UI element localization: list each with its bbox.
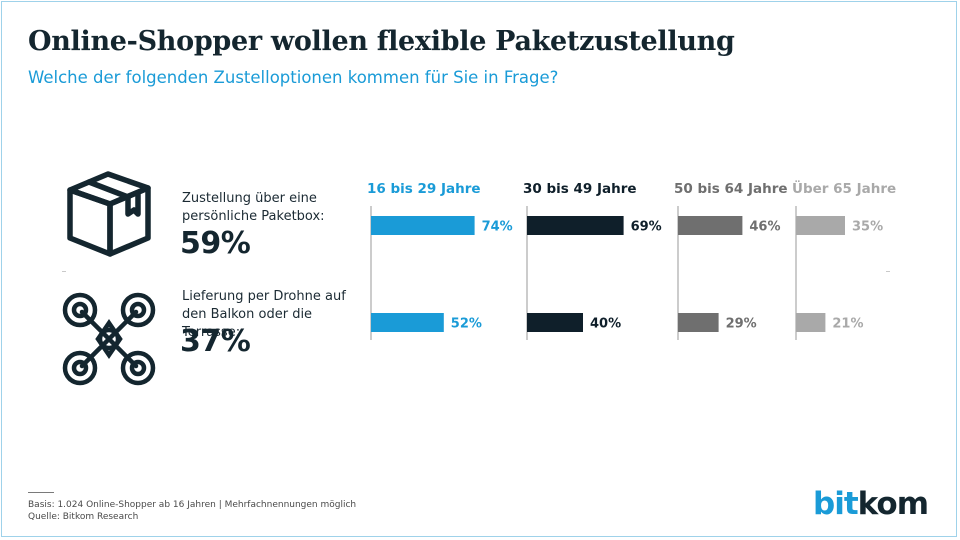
separator-dot bbox=[62, 271, 66, 272]
bitkom-logo: bitkom bbox=[813, 486, 929, 522]
series-header: 16 bis 29 Jahre bbox=[367, 181, 481, 197]
bar bbox=[527, 313, 583, 332]
bar-value-label: 21% bbox=[832, 317, 863, 332]
bar bbox=[678, 216, 743, 235]
category-label-line: Lieferung per Drohne auf bbox=[182, 289, 346, 304]
category-label-line: den Balkon oder die Terrasse: bbox=[182, 307, 313, 340]
separator-dot bbox=[886, 271, 890, 272]
logo-part-bit: bit bbox=[813, 486, 859, 522]
package-box-icon bbox=[67, 171, 151, 257]
bar bbox=[796, 313, 826, 332]
footer-source: Quelle: Bitkom Research bbox=[28, 512, 139, 522]
bar-value-label: 52% bbox=[451, 317, 482, 332]
category-label-line: Zustellung über eine bbox=[182, 191, 317, 206]
category-label-line: persönliche Paketbox: bbox=[182, 209, 325, 224]
series-header: 30 bis 49 Jahre bbox=[523, 181, 637, 197]
bar-value-label: 40% bbox=[590, 317, 621, 332]
page-title: Online-Shopper wollen flexible Paketzust… bbox=[28, 26, 735, 57]
logo-part-kom: kom bbox=[857, 486, 929, 522]
page-subtitle: Welche der folgenden Zustelloptionen kom… bbox=[28, 68, 559, 87]
category-total-drohne: 37% bbox=[180, 324, 251, 359]
category-label-drohne: Lieferung per Drohne auf den Balkon oder… bbox=[182, 288, 357, 342]
bar-value-label: 46% bbox=[749, 220, 780, 235]
bar bbox=[371, 313, 444, 332]
footer-basis: Basis: 1.024 Online-Shopper ab 16 Jahren… bbox=[28, 500, 357, 510]
category-total-paketbox: 59% bbox=[180, 226, 251, 261]
bar bbox=[678, 313, 719, 332]
delivery-drone-icon bbox=[62, 292, 156, 386]
bar-value-label: 29% bbox=[726, 317, 757, 332]
bar-value-label: 69% bbox=[631, 220, 662, 235]
series-header: Über 65 Jahre bbox=[792, 179, 896, 197]
bar bbox=[796, 216, 845, 235]
footer-divider bbox=[28, 492, 54, 493]
bar bbox=[371, 216, 475, 235]
bar bbox=[527, 216, 624, 235]
bar-value-label: 74% bbox=[482, 220, 513, 235]
series-header: 50 bis 64 Jahre bbox=[674, 181, 788, 197]
bar-chart: 16 bis 29 Jahre 74% 52% 30 bis 49 Jahre 69% 4… bbox=[367, 179, 896, 340]
category-label-paketbox: Zustellung über eine persönliche Paketbo… bbox=[182, 190, 357, 226]
bar-value-label: 35% bbox=[852, 220, 883, 235]
